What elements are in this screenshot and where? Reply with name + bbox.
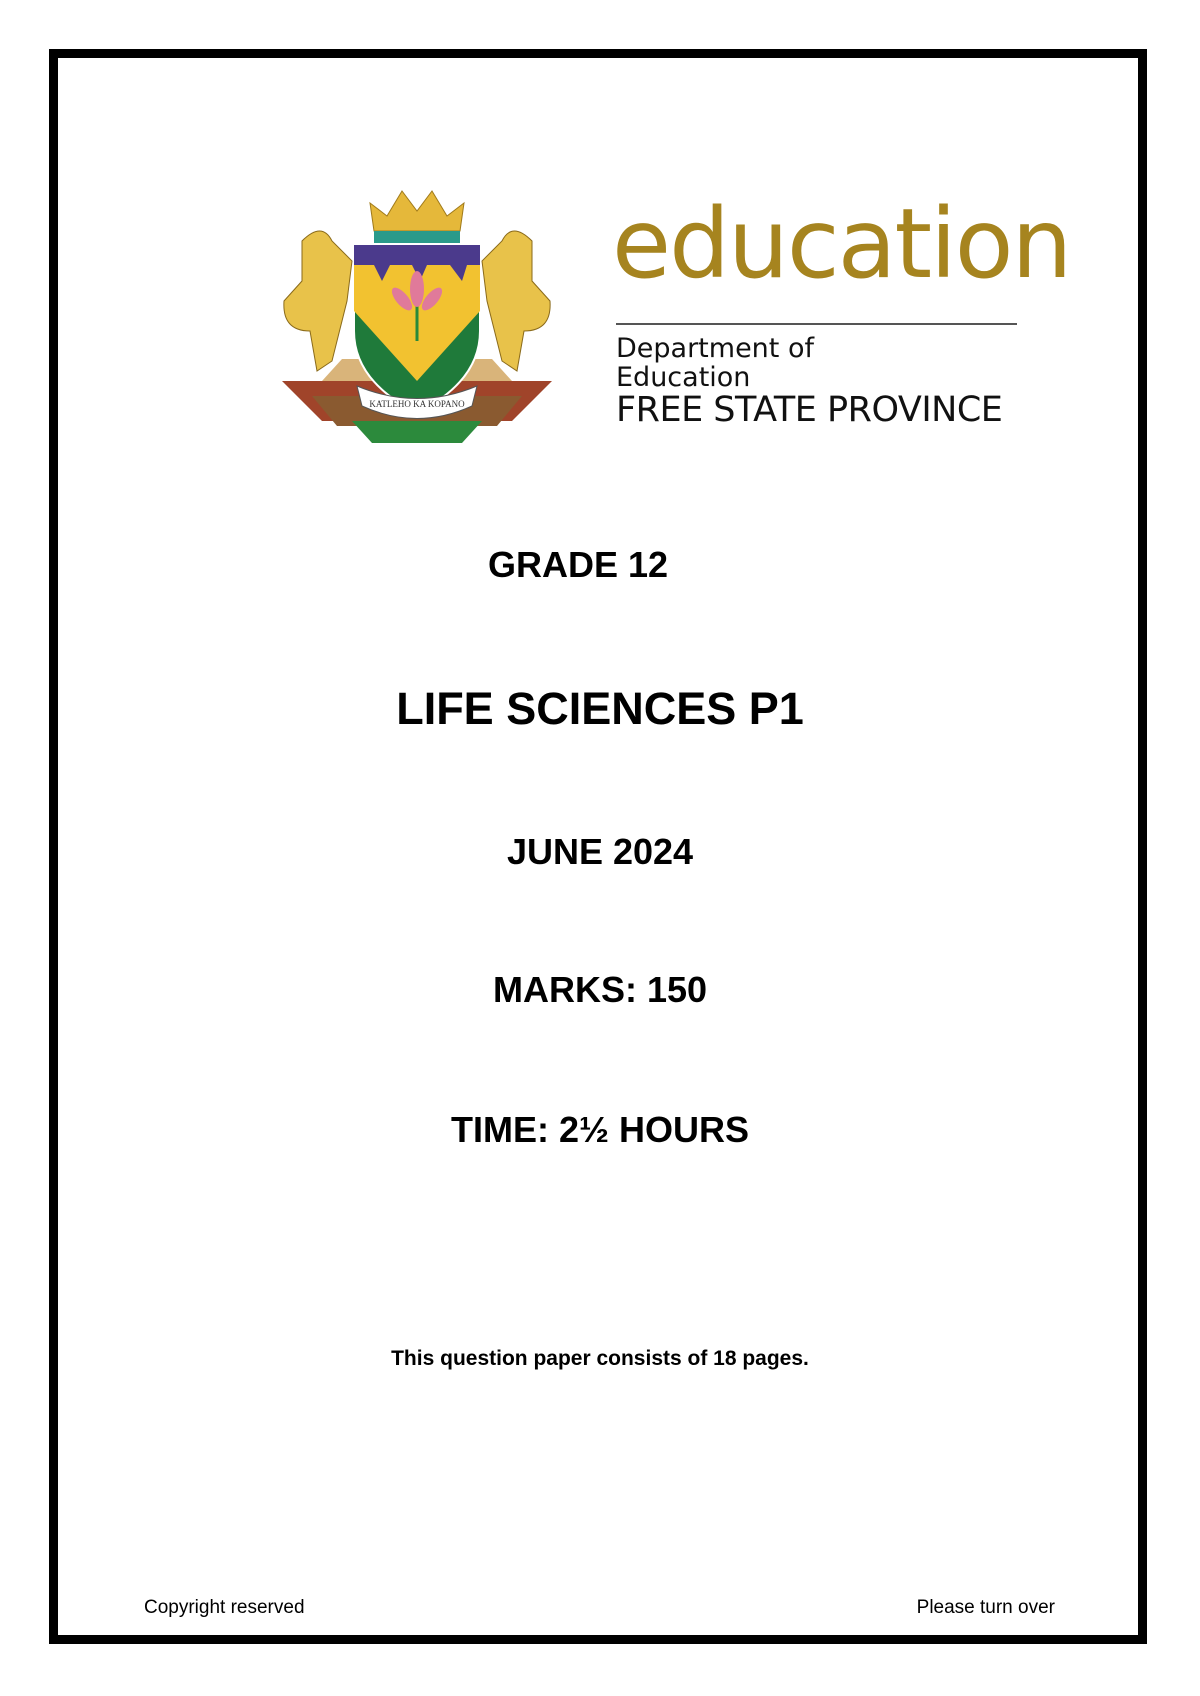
province-name: FREE STATE PROVINCE bbox=[616, 390, 1003, 430]
total-marks: MARKS: 150 bbox=[492, 969, 708, 1010]
page-border bbox=[49, 49, 1147, 1644]
department-line-2: Education bbox=[616, 362, 751, 393]
turn-over-note: Please turn over bbox=[916, 1597, 1055, 1618]
motto-text: KATLEHO KA KOPANO bbox=[369, 399, 465, 409]
logo-divider bbox=[616, 323, 1017, 325]
department-line-1: Department of bbox=[616, 333, 814, 364]
free-state-coat-of-arms-logo: KATLEHO KA KOPANO bbox=[282, 190, 552, 443]
exam-duration: TIME: 2½ HOURS bbox=[450, 1109, 750, 1150]
subject-title: LIFE SCIENCES P1 bbox=[396, 683, 804, 734]
grade-heading: GRADE 12 bbox=[487, 544, 669, 585]
exam-session: JUNE 2024 bbox=[506, 831, 694, 872]
copyright-notice: Copyright reserved bbox=[144, 1597, 305, 1618]
page-count-note: This question paper consists of 18 pages… bbox=[391, 1347, 809, 1370]
education-wordmark: education bbox=[612, 188, 1072, 300]
